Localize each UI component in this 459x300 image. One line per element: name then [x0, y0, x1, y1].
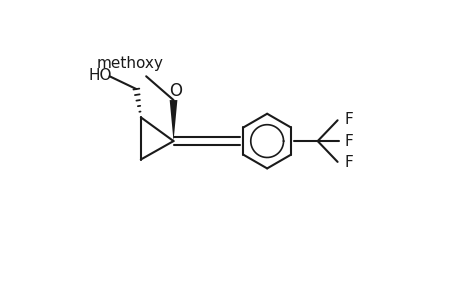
Text: methoxy: methoxy: [97, 56, 163, 71]
Text: O: O: [169, 82, 182, 100]
Text: F: F: [344, 134, 353, 148]
Text: F: F: [344, 155, 353, 170]
Polygon shape: [169, 100, 177, 141]
Text: F: F: [344, 112, 353, 127]
Text: HO: HO: [88, 68, 112, 82]
